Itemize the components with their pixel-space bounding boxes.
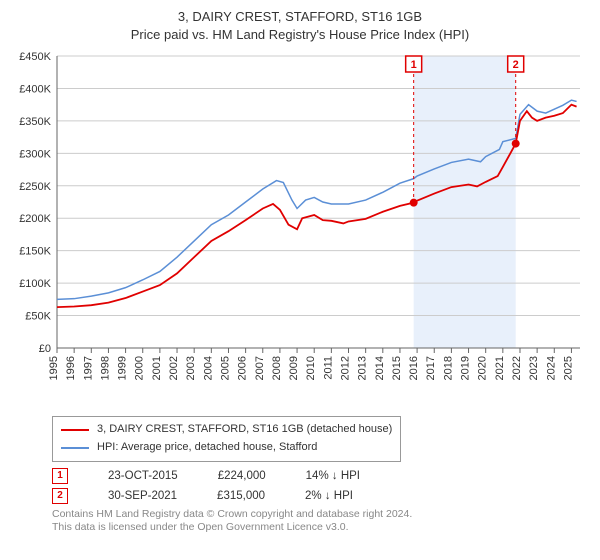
footer: Contains HM Land Registry data © Crown c…: [52, 508, 588, 535]
svg-text:1995: 1995: [48, 356, 60, 380]
svg-text:2009: 2009: [288, 356, 300, 380]
svg-text:2003: 2003: [185, 356, 197, 380]
chart-title: 3, DAIRY CREST, STAFFORD, ST16 1GB Price…: [12, 8, 588, 44]
svg-text:2020: 2020: [477, 356, 489, 380]
sale-date-1: 23-OCT-2015: [108, 470, 178, 482]
svg-text:2000: 2000: [134, 356, 146, 380]
legend-swatch-hpi: [61, 447, 89, 449]
svg-text:£450K: £450K: [19, 51, 51, 63]
line-chart: £0 £50K £100K £150K £200K £250K £300K £350K £400…: [12, 48, 588, 408]
sale-diff-1: 14% ↓ HPI: [306, 470, 360, 482]
legend-row-property: 3, DAIRY CREST, STAFFORD, ST16 1GB (deta…: [61, 421, 392, 439]
svg-text:£350K: £350K: [19, 116, 51, 128]
svg-text:2011: 2011: [322, 356, 334, 380]
footer-line-2: This data is licensed under the Open Gov…: [52, 521, 588, 535]
svg-text:2008: 2008: [271, 356, 283, 380]
sale-date-2: 30-SEP-2021: [108, 490, 177, 502]
svg-text:2014: 2014: [374, 356, 386, 380]
svg-text:1996: 1996: [65, 356, 77, 380]
svg-text:2021: 2021: [494, 356, 506, 380]
svg-text:2025: 2025: [562, 356, 574, 380]
svg-text:£400K: £400K: [19, 84, 51, 96]
svg-text:2004: 2004: [202, 356, 214, 380]
svg-text:2019: 2019: [460, 356, 472, 380]
svg-text:2007: 2007: [254, 356, 266, 380]
svg-text:£100K: £100K: [19, 278, 51, 290]
legend-label-hpi: HPI: Average price, detached house, Staf…: [97, 439, 317, 457]
legend-swatch-property: [61, 429, 89, 431]
svg-text:2017: 2017: [425, 356, 437, 380]
svg-text:£200K: £200K: [19, 214, 51, 226]
svg-text:2013: 2013: [357, 356, 369, 380]
svg-text:2012: 2012: [340, 356, 352, 380]
svg-text:2001: 2001: [151, 356, 163, 380]
chart-svg: £0 £50K £100K £150K £200K £250K £300K £350K £400…: [12, 48, 588, 408]
svg-text:£50K: £50K: [25, 311, 51, 323]
legend-label-property: 3, DAIRY CREST, STAFFORD, ST16 1GB (deta…: [97, 421, 392, 439]
svg-text:1: 1: [411, 59, 417, 71]
svg-text:2002: 2002: [168, 356, 180, 380]
svg-text:1998: 1998: [99, 356, 111, 380]
svg-text:£0: £0: [39, 343, 51, 355]
sale-marker-2: 2: [52, 488, 68, 504]
sale-price-1: £224,000: [218, 470, 266, 482]
svg-text:2: 2: [513, 59, 519, 71]
sale-row-1: 1 23-OCT-2015 £224,000 14% ↓ HPI: [52, 468, 588, 484]
svg-text:£150K: £150K: [19, 246, 51, 258]
svg-text:2022: 2022: [511, 356, 523, 380]
footer-line-1: Contains HM Land Registry data © Crown c…: [52, 508, 588, 522]
svg-text:£250K: £250K: [19, 181, 51, 193]
sale-row-2: 2 30-SEP-2021 £315,000 2% ↓ HPI: [52, 488, 588, 504]
chart-container: 3, DAIRY CREST, STAFFORD, ST16 1GB Price…: [0, 0, 600, 560]
sale-price-2: £315,000: [217, 490, 265, 502]
legend: 3, DAIRY CREST, STAFFORD, ST16 1GB (deta…: [52, 416, 401, 461]
svg-text:2010: 2010: [305, 356, 317, 380]
svg-text:2024: 2024: [545, 356, 557, 380]
svg-text:2015: 2015: [391, 356, 403, 380]
svg-text:2006: 2006: [237, 356, 249, 380]
svg-text:2023: 2023: [528, 356, 540, 380]
title-line-2: Price paid vs. HM Land Registry's House …: [12, 26, 588, 44]
sale-marker-1: 1: [52, 468, 68, 484]
svg-text:2018: 2018: [442, 356, 454, 380]
svg-text:2016: 2016: [408, 356, 420, 380]
title-line-1: 3, DAIRY CREST, STAFFORD, ST16 1GB: [12, 8, 588, 26]
svg-text:1999: 1999: [117, 356, 129, 380]
legend-row-hpi: HPI: Average price, detached house, Staf…: [61, 439, 392, 457]
svg-text:1997: 1997: [82, 356, 94, 380]
sale-diff-2: 2% ↓ HPI: [305, 490, 353, 502]
svg-text:£300K: £300K: [19, 149, 51, 161]
svg-text:2005: 2005: [219, 356, 231, 380]
